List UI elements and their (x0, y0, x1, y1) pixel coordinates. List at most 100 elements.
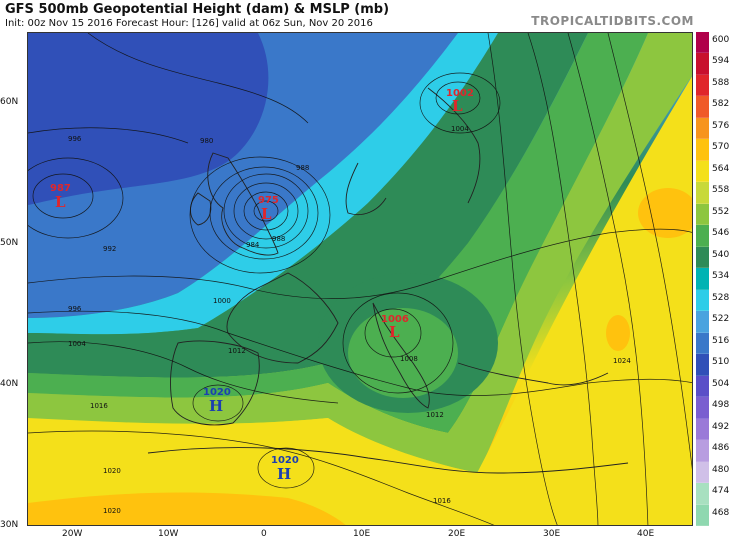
low-value-987: 987 (50, 183, 71, 194)
scale-swatch (696, 483, 709, 505)
scale-swatch (696, 160, 709, 183)
isobar-long-2 (28, 310, 692, 396)
scale-label: 582 (712, 99, 730, 110)
scale-swatch (696, 74, 709, 97)
lon-label-10w: 10W (158, 529, 179, 539)
isobar-label: 996 (68, 135, 82, 143)
height-band-534 (28, 33, 498, 335)
scale-label: 552 (712, 206, 730, 217)
isobar-label: 996 (68, 305, 82, 313)
scale-label: 540 (712, 249, 730, 260)
height-band-510 (28, 33, 269, 205)
isobar-1002-2 (419, 72, 501, 134)
low-value-1006: 1006 (381, 314, 409, 325)
lat-label-30n: 30N (0, 520, 19, 530)
lon-label-20w: 20W (62, 529, 83, 539)
isobar-label: 988 (296, 164, 309, 172)
scale-swatch (696, 117, 709, 140)
coast-italy (372, 302, 430, 409)
height-band-546 (28, 33, 588, 378)
scale-swatch (696, 53, 709, 75)
scale-swatch (696, 418, 709, 441)
scale-swatch (696, 440, 709, 462)
scale-label: 522 (712, 314, 730, 325)
high-symbol-1020-africa: H (277, 465, 291, 483)
isobar-975-6 (189, 156, 331, 274)
isobar-labels: 996 988 992 996 1000 1004 1012 1016 1020… (68, 125, 631, 515)
high-value-1020-africa: 1020 (271, 455, 299, 466)
map-subtitle: Init: 00z Nov 15 2016 Forecast Hour: [12… (5, 18, 373, 29)
isobar-1020-h2 (257, 447, 315, 489)
isobar-label: 988 (272, 235, 285, 243)
scale-label: 588 (712, 77, 730, 88)
isobar-975-1 (253, 200, 279, 222)
pressure-centers: 987 L 975 L 1002 L 1006 L 1020 H 1020 H (50, 88, 474, 483)
isobar-label: 1008 (400, 355, 418, 363)
scale-label: 480 (712, 464, 730, 475)
isobar-meridional-4 (487, 33, 558, 525)
isobar-long-1 (28, 228, 692, 299)
isobar-label: 1000 (213, 297, 231, 305)
coast-black-sea (457, 362, 609, 386)
coast-ireland (190, 192, 212, 226)
isobar-label: 1024 (613, 357, 631, 365)
weather-map: 996 988 992 996 1000 1004 1012 1016 1020… (27, 32, 693, 526)
scale-swatch (696, 311, 709, 333)
map-svg: 996 988 992 996 1000 1004 1012 1016 1020… (28, 33, 692, 525)
lon-label-0: 0 (261, 529, 267, 539)
isobar-label: 1012 (228, 347, 246, 355)
map-title: GFS 500mb Geopotential Height (dam) & MS… (5, 2, 390, 17)
low-symbol-975: L (261, 205, 272, 223)
isobar-label: 1016 (90, 402, 108, 410)
scale-label: 546 (712, 228, 730, 239)
height-576-patch-east (638, 188, 692, 238)
isobar-meridional-2 (567, 33, 649, 525)
scale-label: 468 (712, 507, 730, 518)
isobar-label: 1020 (103, 467, 121, 475)
isobar-1020-h1 (192, 384, 244, 422)
lon-label-30e: 30E (543, 529, 561, 539)
scale-swatch (696, 203, 709, 226)
isobar-label: 1004 (451, 125, 469, 133)
lat-label-40n: 40N (0, 379, 19, 389)
low-symbol-987: L (55, 193, 66, 211)
high-value-1020-iberia: 1020 (203, 387, 231, 398)
scale-swatch (696, 332, 709, 355)
isobar-label: 1016 (433, 497, 451, 505)
isobar-1002-1 (435, 81, 481, 115)
height-band-558 (28, 33, 692, 473)
isobar-meridional-1 (527, 33, 599, 525)
scale-swatch (696, 397, 709, 419)
lon-label-10e: 10E (353, 529, 371, 539)
coastlines (147, 87, 629, 474)
isobar-label: 992 (103, 245, 116, 253)
scale-swatch (696, 461, 709, 484)
color-scale: 600 594 588 582 576 570 564 558 552 546 540 534 528 5… (696, 32, 732, 526)
isobar-long-3 (28, 341, 339, 404)
isobar-meridional-3 (607, 33, 692, 470)
scale-label: 534 (712, 271, 730, 282)
isobar-1006-1 (364, 308, 422, 358)
scale-label: 516 (712, 335, 730, 346)
scale-swatch (696, 504, 709, 526)
isobar-label: 984 (246, 241, 260, 249)
scale-swatch (696, 375, 709, 398)
scale-label: 492 (712, 421, 730, 432)
header: GFS 500mb Geopotential Height (dam) & MS… (0, 0, 732, 32)
trough-italy-inner (348, 308, 458, 398)
scale-label: 498 (712, 400, 730, 411)
low-value-1002: 1002 (446, 88, 474, 99)
isobar-north-1 (87, 33, 309, 124)
isobar-975-2 (243, 191, 289, 231)
scale-swatch (696, 354, 709, 376)
isobar-987-2 (28, 157, 124, 239)
isobar-north-2 (28, 127, 189, 144)
scale-swatch (696, 96, 709, 118)
brand-watermark: TROPICALTIDBITS.COM (531, 14, 694, 28)
scale-label: 486 (712, 443, 730, 454)
isobar-987-1 (32, 173, 94, 219)
height-576-patch-south (28, 492, 346, 525)
low-value-975: 975 (258, 195, 279, 206)
height-band-570-east (449, 76, 692, 525)
isobar-label: 1012 (426, 411, 444, 419)
